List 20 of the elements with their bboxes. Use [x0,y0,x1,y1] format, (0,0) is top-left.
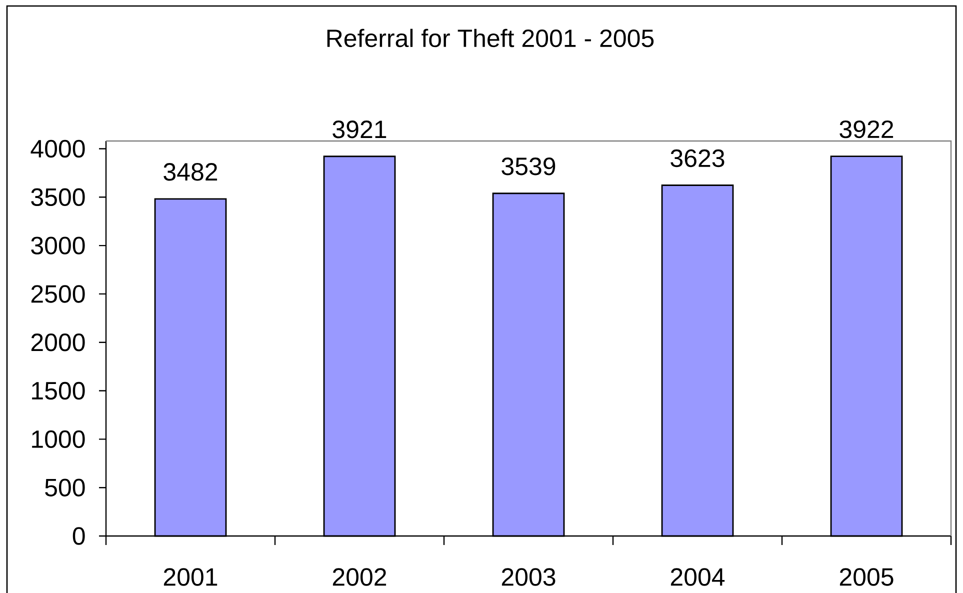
data-label: 3539 [502,158,556,176]
y-tick-label: 3000 [31,236,85,254]
data-label: 3921 [332,120,386,138]
data-label: 3922 [840,120,894,138]
y-tick-label: 500 [45,478,85,496]
y-tick-label: 4000 [30,140,85,158]
x-tick-label: 2002 [332,568,386,586]
x-tick-label: 2004 [670,568,725,586]
y-tick-label: 1000 [32,430,85,448]
data-label: 3623 [670,149,724,168]
chart-title: Referral for Theft 2001 - 2005 [327,28,654,48]
y-tick-label: 2000 [31,334,85,352]
y-tick-label: 0 [72,527,85,545]
x-tick-label: 2005 [840,568,894,586]
y-tick-label: 1500 [32,382,85,400]
y-tick-label: 2500 [31,285,85,303]
x-tick-label: 2001 [164,568,218,586]
x-tick-label: 2003 [502,568,556,586]
data-label: 3482 [164,163,218,181]
y-tick-label: 3500 [31,188,85,206]
